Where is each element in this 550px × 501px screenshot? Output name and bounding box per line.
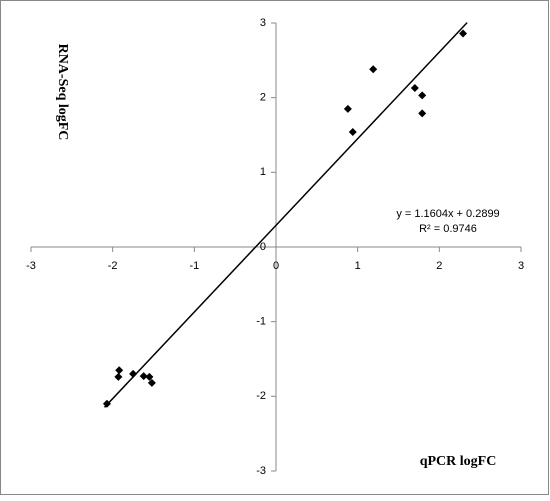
x-tick-label: -3 (26, 260, 36, 272)
y-tick-label: 2 (260, 92, 266, 104)
x-axis-label: qPCR logFC (420, 454, 497, 469)
point (410, 83, 419, 92)
point (114, 372, 123, 381)
y-axis-label: RNA-Seq logFC (55, 44, 70, 141)
x-tick-label: 2 (436, 260, 442, 272)
x-tick-label: -2 (108, 260, 118, 272)
x-tick-label: -1 (189, 260, 199, 272)
point (369, 65, 378, 74)
point (139, 372, 148, 381)
r-squared: R² = 0.9746 (419, 223, 477, 235)
y-tick-label: 0 (260, 241, 266, 253)
point (348, 128, 357, 137)
point (129, 369, 138, 378)
y-tick-label: 3 (260, 17, 266, 29)
y-tick-label: -2 (256, 390, 266, 402)
point (418, 109, 427, 118)
point (145, 372, 154, 381)
y-tick-label: 1 (260, 166, 266, 178)
point (343, 104, 352, 113)
x-tick-label: 1 (355, 260, 361, 272)
x-tick-label: 0 (273, 260, 279, 272)
point (418, 91, 427, 100)
trend-equation: y = 1.1604x + 0.2899 (396, 208, 499, 220)
point (115, 366, 124, 375)
y-tick-label: -1 (256, 316, 266, 328)
point (102, 399, 111, 408)
y-tick-label: -3 (256, 465, 266, 477)
point (459, 29, 468, 38)
point (147, 378, 156, 387)
trendline (103, 22, 468, 408)
x-tick-label: 3 (518, 260, 524, 272)
